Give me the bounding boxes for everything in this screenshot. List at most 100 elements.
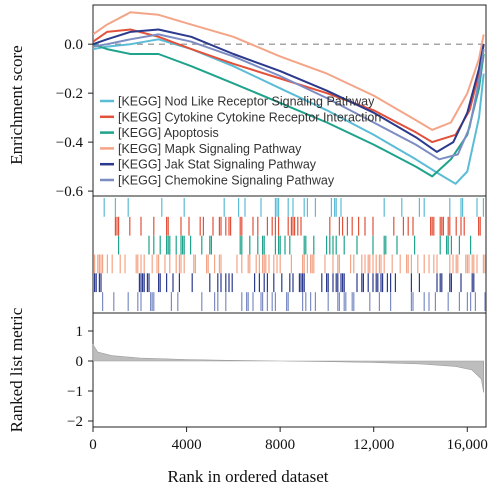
ranked-metric-area bbox=[92, 343, 484, 393]
hit-mark bbox=[353, 292, 355, 311]
hit-mark bbox=[305, 292, 307, 311]
hit-mark bbox=[383, 235, 385, 255]
hit-mark bbox=[209, 273, 211, 293]
hit-mark bbox=[180, 254, 182, 274]
hit-mark bbox=[257, 235, 259, 255]
hit-mark bbox=[220, 216, 222, 236]
enrichment-line-5 bbox=[93, 28, 485, 153]
hit-mark bbox=[351, 216, 353, 236]
hit-mark bbox=[342, 216, 344, 236]
hit-mark bbox=[236, 254, 238, 274]
hit-mark bbox=[418, 273, 420, 293]
hit-mark bbox=[393, 216, 395, 236]
hit-mark bbox=[337, 273, 339, 293]
hit-mark bbox=[289, 273, 291, 293]
hit-mark bbox=[313, 235, 315, 255]
hit-mark bbox=[292, 198, 294, 217]
hit-mark bbox=[332, 273, 334, 293]
hit-mark bbox=[271, 216, 273, 236]
hit-mark bbox=[281, 273, 283, 293]
hit-mark bbox=[369, 254, 371, 274]
hit-mark bbox=[303, 235, 305, 255]
hit-mark bbox=[169, 254, 171, 274]
hit-mark bbox=[148, 235, 150, 255]
hit-mark bbox=[292, 216, 294, 236]
hit-mark bbox=[428, 254, 430, 274]
hit-mark bbox=[300, 273, 302, 293]
es-y-tick-label: −0.6 bbox=[56, 184, 84, 200]
hit-mark bbox=[220, 254, 222, 274]
hit-mark bbox=[335, 198, 337, 217]
hit-mark bbox=[274, 235, 276, 255]
hit-mark bbox=[266, 216, 268, 236]
hit-mark bbox=[473, 254, 475, 274]
hit-mark bbox=[383, 198, 385, 217]
hit-mark bbox=[276, 198, 278, 217]
hit-mark bbox=[340, 198, 342, 217]
hit-mark bbox=[466, 254, 468, 274]
hit-mark bbox=[412, 292, 414, 311]
hit-mark bbox=[286, 292, 288, 311]
hit-mark bbox=[468, 254, 470, 274]
hit-mark bbox=[164, 254, 166, 274]
hit-mark bbox=[114, 198, 116, 217]
hit-mark bbox=[284, 235, 286, 255]
hit-mark bbox=[98, 254, 100, 274]
hit-mark bbox=[433, 216, 435, 236]
hit-mark bbox=[470, 235, 472, 255]
hit-mark bbox=[302, 254, 304, 274]
hit-mark bbox=[358, 216, 360, 236]
hit-mark bbox=[385, 235, 387, 255]
hit-mark bbox=[127, 198, 129, 217]
hit-mark bbox=[434, 292, 436, 311]
hit-mark bbox=[266, 273, 268, 293]
hit-mark bbox=[153, 235, 155, 255]
hit-mark bbox=[324, 254, 326, 274]
hit-mark bbox=[372, 273, 374, 293]
hit-mark bbox=[351, 292, 353, 311]
hit-mark bbox=[210, 235, 212, 255]
hit-mark bbox=[252, 292, 254, 311]
hit-mark bbox=[484, 292, 486, 311]
hit-mark bbox=[262, 254, 264, 274]
hit-mark bbox=[266, 292, 268, 311]
hit-mark bbox=[436, 254, 438, 274]
hit-mark bbox=[159, 235, 161, 255]
hit-mark bbox=[287, 292, 289, 311]
hit-mark bbox=[479, 216, 481, 236]
hit-mark bbox=[183, 198, 185, 217]
hit-mark bbox=[262, 235, 264, 255]
hit-mark bbox=[217, 292, 219, 311]
hit-mark bbox=[206, 254, 208, 274]
hit-mark bbox=[94, 254, 96, 274]
hit-mark bbox=[302, 273, 304, 293]
hit-mark bbox=[306, 254, 308, 274]
hit-mark bbox=[367, 273, 369, 293]
hit-mark bbox=[249, 235, 251, 255]
hit-mark bbox=[362, 273, 364, 293]
hit-mark bbox=[166, 216, 168, 236]
legend-label: [KEGG] Jak Stat Signaling Pathway bbox=[118, 158, 317, 172]
hit-mark bbox=[220, 273, 222, 293]
enrichment-line-1 bbox=[93, 38, 485, 185]
hit-mark bbox=[201, 292, 203, 311]
hit-mark bbox=[273, 254, 275, 274]
hit-mark bbox=[382, 273, 384, 293]
hit-mark bbox=[394, 273, 396, 293]
hit-mark bbox=[113, 292, 115, 311]
hit-mark bbox=[361, 254, 363, 274]
hit-mark bbox=[102, 292, 104, 311]
hit-mark bbox=[401, 198, 403, 217]
hit-mark bbox=[303, 198, 305, 217]
hit-mark bbox=[180, 235, 182, 255]
legend-label: [KEGG] Cytokine Cytokine Receptor Intera… bbox=[118, 110, 381, 124]
hit-mark bbox=[278, 235, 280, 255]
hit-mark bbox=[447, 235, 449, 255]
hit-mark bbox=[300, 216, 302, 236]
hit-mark bbox=[140, 292, 142, 311]
hit-mark bbox=[449, 254, 451, 274]
hit-mark bbox=[158, 254, 160, 274]
hit-mark bbox=[178, 254, 180, 274]
hit-mark bbox=[246, 292, 248, 311]
